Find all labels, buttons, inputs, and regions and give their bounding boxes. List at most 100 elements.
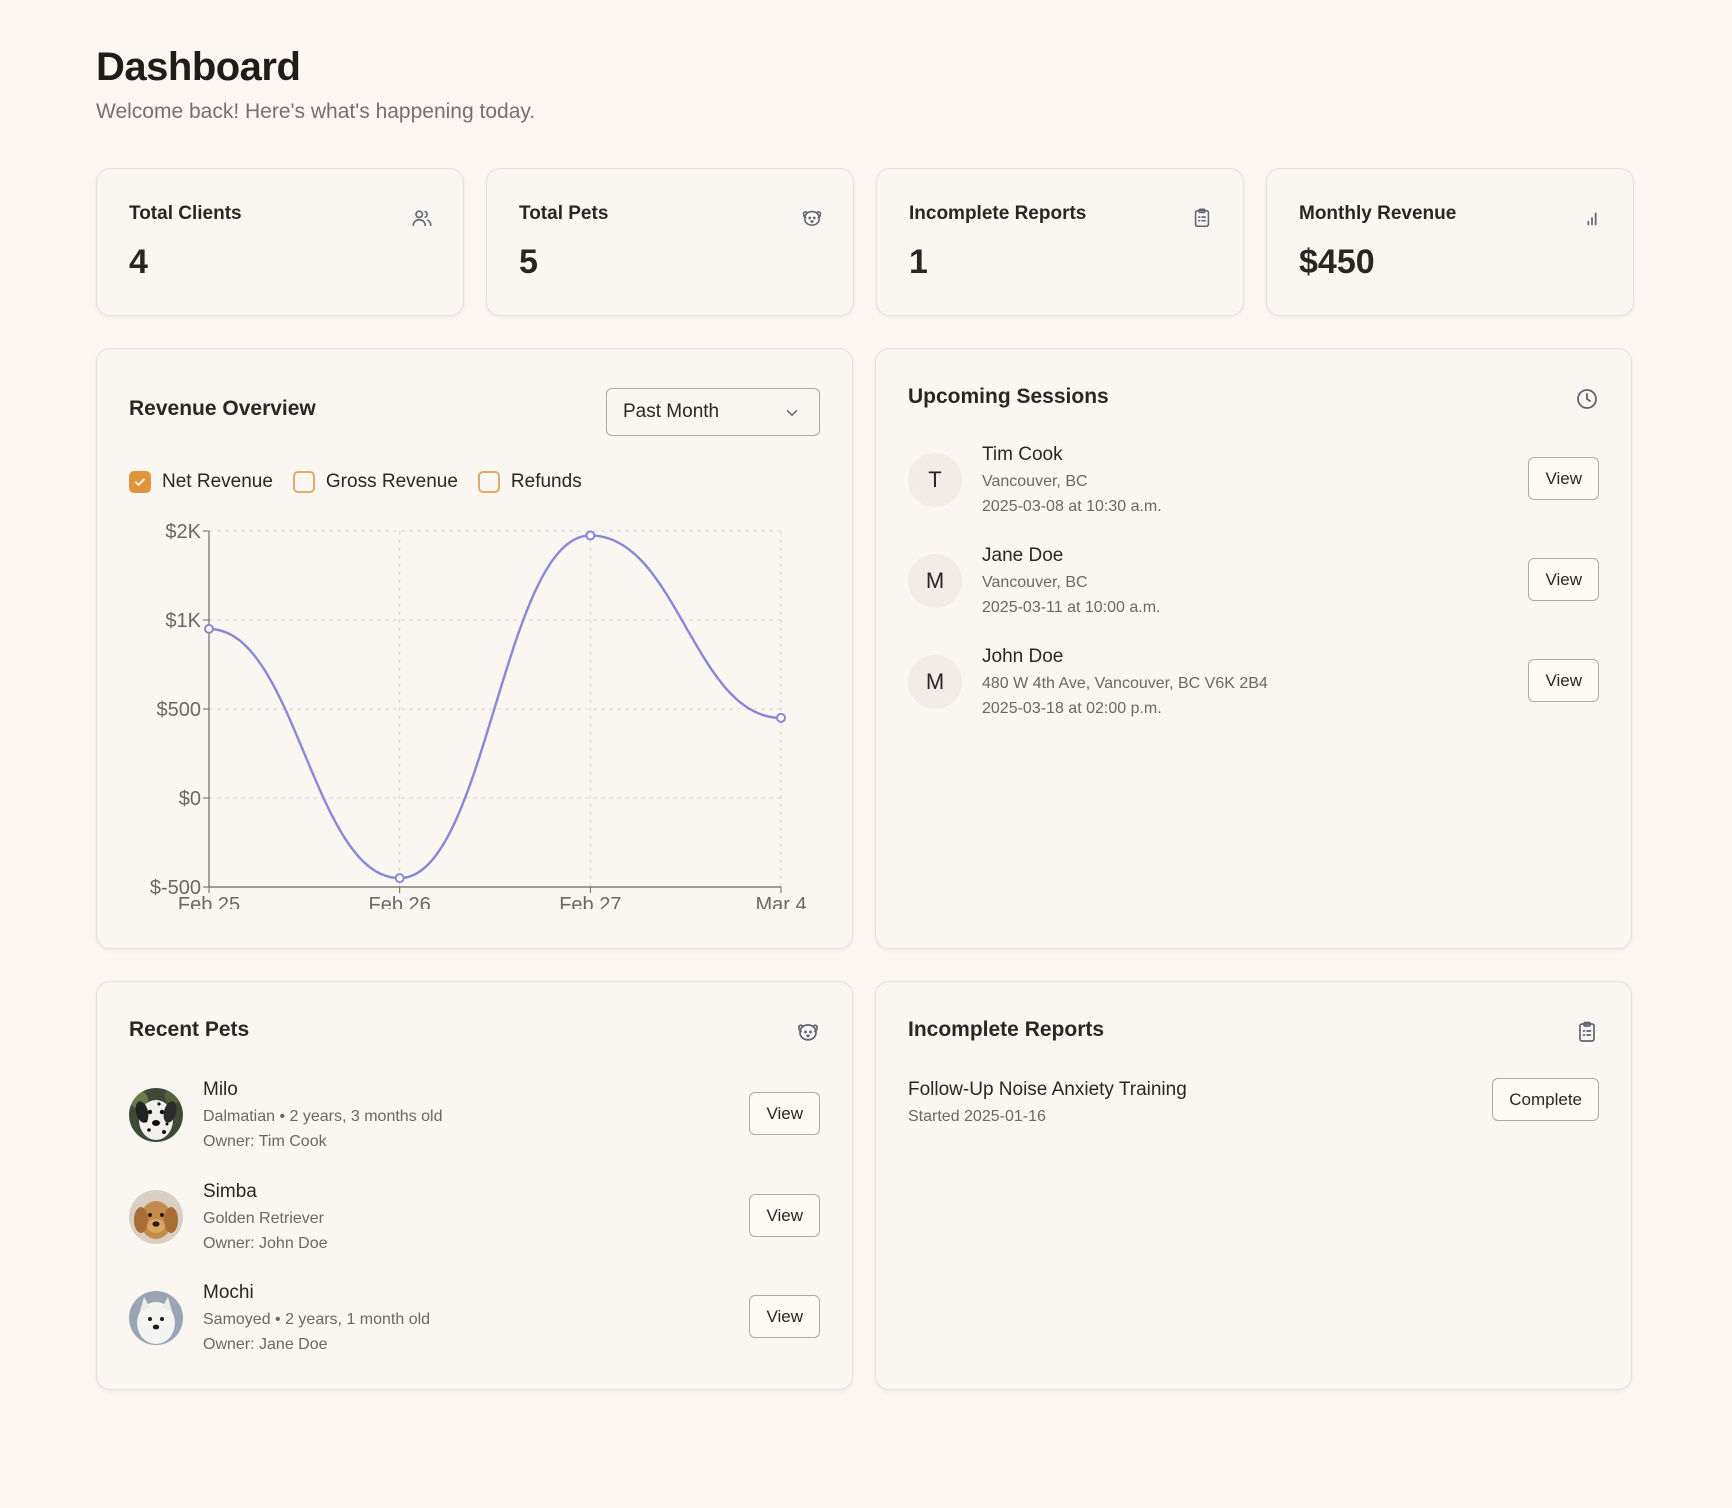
pet-name: Simba <box>203 1181 257 1202</box>
legend-gross-revenue[interactable]: Gross Revenue <box>292 471 458 493</box>
view-session-button[interactable]: View <box>1528 558 1599 601</box>
pet-photo-dalmatian <box>129 1088 183 1142</box>
session-client-name: John Doe <box>982 646 1064 667</box>
legend-label: Net Revenue <box>162 471 273 492</box>
row-pets-reports: Recent Pets <box>96 981 1636 1390</box>
pet-photo-samoyed <box>129 1291 183 1345</box>
clipboard-icon <box>1194 208 1210 228</box>
x-tick-label: Mar 4 <box>755 894 806 909</box>
stat-label: Monthly Revenue <box>1299 203 1457 224</box>
pet-owner: Owner: Tim Cook <box>203 1133 327 1150</box>
chart-legend: Net Revenue Gross Revenue Refunds <box>129 471 582 493</box>
pet-details: Milo Dalmatian • 2 years, 3 months old O… <box>203 1078 443 1154</box>
clock-icon <box>1577 389 1597 409</box>
pet-photo-golden-retriever <box>129 1190 183 1244</box>
y-tick-label: $500 <box>157 699 202 721</box>
pet-name: Mochi <box>203 1282 254 1303</box>
stats-row: Total Clients 4 Total Pets 5 Incomplete … <box>96 168 1636 316</box>
session-client-name: Jane Doe <box>982 545 1064 566</box>
session-location: 480 W 4th Ave, Vancouver, BC V6K 2B4 <box>982 675 1268 692</box>
page-title: Dashboard <box>96 45 301 89</box>
avatar: M <box>908 655 962 709</box>
pet-item: Milo Dalmatian • 2 years, 3 months old O… <box>129 1078 820 1168</box>
panel-title: Recent Pets <box>129 1018 250 1041</box>
chevron-down-icon <box>786 410 798 416</box>
period-select-value: Past Month <box>623 401 720 422</box>
avatar: M <box>908 554 962 608</box>
panel-title: Upcoming Sessions <box>908 385 1109 408</box>
session-time: 2025-03-11 at 10:00 a.m. <box>982 599 1161 616</box>
checkbox-checked[interactable] <box>129 471 151 493</box>
recent-pets-panel: Recent Pets <box>96 981 853 1390</box>
pet-breed-age: Samoyed • 2 years, 1 month old <box>203 1311 431 1328</box>
stat-card-incomplete-reports: Incomplete Reports 1 <box>876 168 1244 316</box>
revenue-overview-panel: Revenue Overview Past Month Net Revenue … <box>96 348 853 949</box>
view-pet-button[interactable]: View <box>749 1092 820 1135</box>
avatar: T <box>908 453 962 507</box>
stat-label: Incomplete Reports <box>909 203 1087 224</box>
pet-owner: Owner: John Doe <box>203 1235 328 1252</box>
period-select[interactable]: Past Month <box>606 388 820 436</box>
report-name: Follow-Up Noise Anxiety Training <box>908 1079 1187 1100</box>
report-item: Follow-Up Noise Anxiety Training Started… <box>908 1078 1599 1168</box>
report-details: Follow-Up Noise Anxiety Training Started… <box>908 1078 1187 1130</box>
upcoming-sessions-panel: Upcoming Sessions T Tim Cook Vancouver, … <box>875 348 1632 949</box>
series-line-net-revenue <box>208 534 782 880</box>
session-time: 2025-03-18 at 02:00 p.m. <box>982 700 1162 717</box>
session-details: Jane Doe Vancouver, BC 2025-03-11 at 10:… <box>982 544 1161 620</box>
stat-value: 5 <box>519 243 538 281</box>
session-item: T Tim Cook Vancouver, BC 2025-03-08 at 1… <box>908 443 1599 533</box>
stat-label: Total Clients <box>129 203 242 224</box>
data-point <box>585 530 596 541</box>
y-tick-label: $-500 <box>150 877 201 899</box>
view-session-button[interactable]: View <box>1528 457 1599 500</box>
page-subtitle: Welcome back! Here's what's happening to… <box>96 100 536 123</box>
session-client-name: Tim Cook <box>982 444 1063 465</box>
report-started: Started 2025-01-16 <box>908 1108 1046 1125</box>
pet-owner: Owner: Jane Doe <box>203 1336 328 1353</box>
panel-title: Revenue Overview <box>129 397 316 420</box>
checkbox-unchecked[interactable] <box>477 471 500 493</box>
data-point <box>394 873 405 884</box>
session-details: John Doe 480 W 4th Ave, Vancouver, BC V6… <box>982 645 1268 721</box>
stat-card-monthly-revenue: Monthly Revenue $450 <box>1266 168 1634 316</box>
clipboard-icon <box>1579 1021 1595 1042</box>
pet-item: Simba Golden Retriever Owner: John Doe V… <box>129 1180 820 1270</box>
bar-chart-icon <box>1587 212 1597 226</box>
data-point <box>776 712 786 723</box>
stat-card-total-pets: Total Pets 5 <box>486 168 854 316</box>
incomplete-reports-panel: Incomplete Reports Follow-Up Noise Anxie… <box>875 981 1632 1390</box>
x-tick-label: Feb 27 <box>559 894 621 909</box>
pet-details: Simba Golden Retriever Owner: John Doe <box>203 1180 328 1256</box>
stat-label: Total Pets <box>519 203 609 224</box>
stat-value: $450 <box>1299 243 1375 281</box>
x-tick-label: Feb 25 <box>178 894 240 909</box>
stat-card-total-clients: Total Clients 4 <box>96 168 464 316</box>
y-tick-label: $0 <box>179 788 201 810</box>
x-tick-label: Feb 26 <box>369 894 431 909</box>
legend-refunds[interactable]: Refunds <box>477 471 582 493</box>
pet-details: Mochi Samoyed • 2 years, 1 month old Own… <box>203 1281 430 1357</box>
session-location: Vancouver, BC <box>982 574 1088 591</box>
legend-label: Refunds <box>510 471 582 492</box>
data-point <box>204 623 214 634</box>
view-pet-button[interactable]: View <box>749 1194 820 1237</box>
view-session-button[interactable]: View <box>1528 659 1599 702</box>
row-charts-sessions: Revenue Overview Past Month Net Revenue … <box>96 348 1636 949</box>
panel-title: Incomplete Reports <box>908 1018 1105 1041</box>
view-pet-button[interactable]: View <box>749 1295 820 1338</box>
checkbox-unchecked[interactable] <box>292 471 315 493</box>
session-location: Vancouver, BC <box>982 473 1088 490</box>
users-icon <box>412 210 432 227</box>
session-time: 2025-03-08 at 10:30 a.m. <box>982 498 1162 515</box>
complete-report-button[interactable]: Complete <box>1492 1078 1599 1121</box>
stat-value: 1 <box>909 243 928 281</box>
pet-name: Milo <box>203 1079 238 1100</box>
paw-icon <box>802 210 822 226</box>
stat-value: 4 <box>129 243 148 281</box>
check-icon <box>135 478 145 486</box>
session-details: Tim Cook Vancouver, BC 2025-03-08 at 10:… <box>982 443 1162 519</box>
pet-breed-age: Golden Retriever <box>203 1210 324 1227</box>
legend-net-revenue[interactable]: Net Revenue <box>129 471 273 493</box>
